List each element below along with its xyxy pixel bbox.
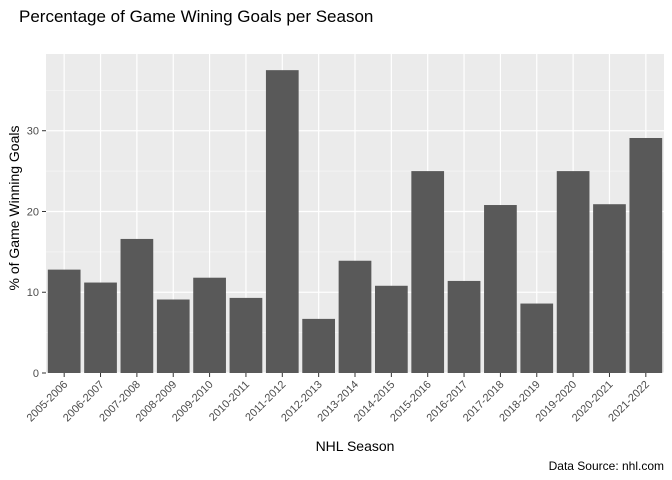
bar-2021-2022 (629, 137, 663, 373)
y-tick-label: 30 (27, 126, 39, 138)
data-source-caption: Data Source: nhl.com (549, 459, 664, 473)
bar-2006-2007 (84, 282, 117, 373)
bar-2007-2008 (120, 238, 154, 373)
bar-2019-2020 (556, 171, 590, 373)
bar-2009-2010 (193, 277, 226, 373)
y-axis-title: % of Game Winning Goals (6, 126, 22, 291)
x-axis-title: NHL Season (316, 438, 395, 454)
bar-2005-2006 (47, 269, 81, 373)
bar-2017-2018 (484, 205, 517, 373)
bar-2012-2013 (302, 318, 336, 373)
chart-title: Percentage of Game Wining Goals per Seas… (19, 7, 373, 26)
y-axis: 0 10 20 30 (27, 126, 46, 380)
bar-2011-2012 (265, 70, 299, 373)
y-tick-label: 0 (33, 368, 39, 380)
bar-2008-2009 (156, 299, 190, 373)
y-tick-label: 20 (27, 206, 39, 218)
bar-2010-2011 (229, 297, 263, 373)
bar-2018-2019 (520, 303, 554, 373)
bar-2014-2015 (374, 285, 408, 373)
y-tick-label: 10 (27, 287, 39, 299)
bar-2013-2014 (338, 260, 372, 373)
bar-2020-2021 (593, 204, 626, 373)
bars (47, 70, 663, 373)
bar-2016-2017 (447, 280, 481, 373)
bar-2015-2016 (411, 171, 445, 373)
